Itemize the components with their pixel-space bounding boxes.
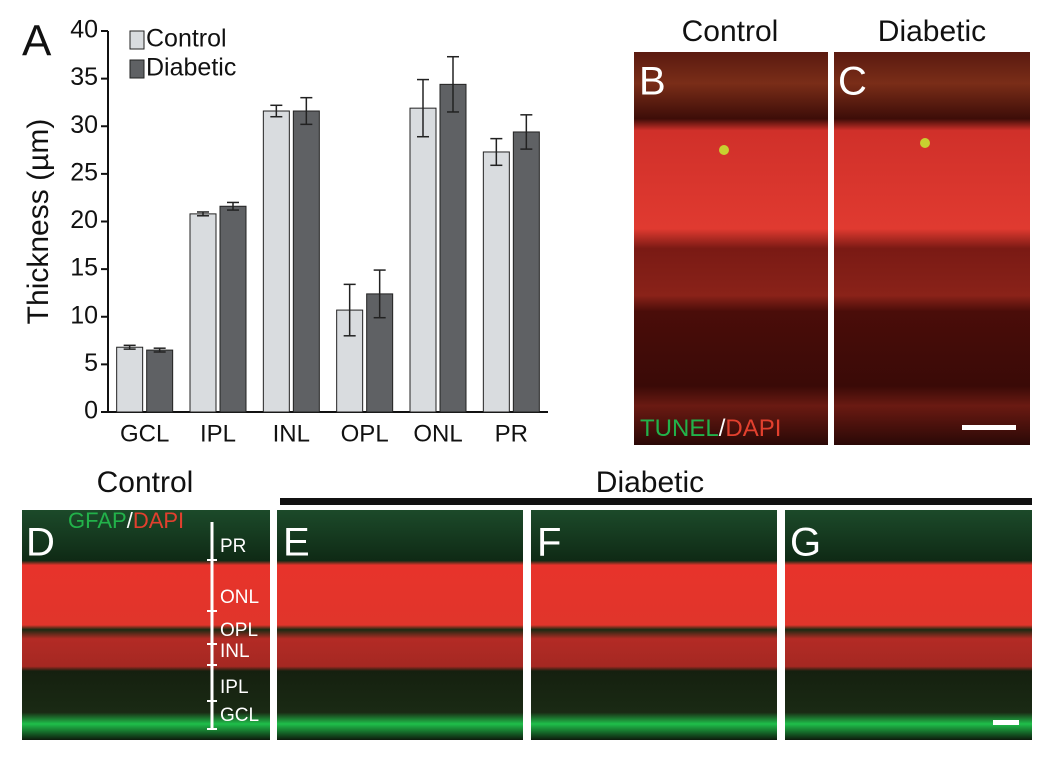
panel-label: F — [537, 521, 561, 565]
panel-header: Control — [97, 466, 194, 499]
scale-bar — [962, 425, 1016, 430]
error-bar — [227, 201, 239, 211]
bar — [409, 107, 437, 413]
stain-label: TUNEL/DAPI — [640, 415, 781, 442]
bar — [262, 110, 290, 413]
micrograph — [22, 510, 270, 740]
layer-label: IPL — [220, 677, 249, 698]
micrograph — [531, 510, 777, 740]
panel-header: Diabetic — [878, 15, 986, 48]
y-tick-label: 25 — [70, 158, 98, 186]
panel-label: C — [838, 60, 867, 104]
sep: / — [719, 415, 726, 442]
panel-label: E — [283, 521, 310, 565]
y-tick-label: 40 — [70, 16, 98, 44]
x-tick-label: OPL — [341, 420, 389, 447]
error-bar — [153, 347, 166, 353]
layer-label: ONL — [220, 587, 259, 608]
panel-label: D — [26, 521, 55, 565]
y-tick-label: 10 — [70, 301, 98, 329]
stain-label: GFAP/DAPI — [68, 508, 184, 533]
top-panels: Control Diabetic B C TUNEL/DAPI — [634, 15, 1030, 445]
bar — [482, 151, 510, 413]
micrograph — [834, 52, 1030, 445]
y-axis-label: Thickness (µm) — [22, 119, 55, 325]
panel-label: G — [790, 521, 821, 565]
stain: DAPI — [725, 415, 781, 442]
error-bar — [300, 96, 313, 126]
stain: GFAP — [68, 508, 127, 533]
y-tick-label: 20 — [70, 206, 98, 234]
y-tick-label: 5 — [84, 349, 98, 377]
layer-label: PR — [220, 536, 246, 557]
sep: / — [127, 508, 134, 533]
bar — [512, 131, 540, 413]
bar — [219, 205, 247, 413]
stain: TUNEL — [640, 415, 719, 442]
panel-label: B — [639, 60, 666, 104]
legend-swatch — [129, 59, 145, 79]
micrograph — [634, 52, 828, 445]
x-tick-label: ONL — [413, 420, 462, 447]
x-tick-label: GCL — [120, 420, 169, 447]
micrograph — [785, 510, 1032, 740]
legend-label: Diabetic — [146, 54, 236, 82]
y-tick-label: 15 — [70, 254, 98, 282]
x-tick-label: IPL — [200, 420, 236, 447]
y-tick-label: 30 — [70, 111, 98, 139]
panel-label: A — [22, 17, 52, 66]
error-bar — [343, 283, 356, 337]
x-tick-label: INL — [273, 420, 310, 447]
legend-swatch — [129, 30, 145, 50]
scale-bar — [993, 720, 1019, 725]
error-bar — [197, 211, 209, 217]
legend-label: Control — [146, 25, 227, 53]
bottom-panels: Control Diabetic D E F G GFAP/DAPI PR ONL… — [22, 466, 1032, 740]
bar — [116, 346, 144, 413]
group-bar — [280, 498, 1032, 505]
layer-label: INL — [220, 641, 250, 662]
tunel-dot — [719, 145, 729, 155]
chart: A Thickness (µm) 0 5 10 15 20 25 30 35 40 GCL IPL INL… — [22, 16, 548, 447]
error-bar — [520, 114, 533, 150]
x-tick-label: PR — [495, 420, 528, 447]
error-bar — [270, 104, 283, 118]
y-tick-label: 0 — [84, 397, 98, 425]
error-bar — [373, 269, 386, 319]
tunel-dot — [920, 138, 930, 148]
bar — [146, 349, 174, 413]
bar — [189, 213, 217, 413]
bar — [439, 83, 467, 413]
y-tick-label: 35 — [70, 63, 98, 91]
layer-label: GCL — [220, 705, 259, 726]
error-bar — [417, 78, 429, 138]
bar — [292, 110, 320, 413]
error-bar — [447, 55, 459, 113]
panel-header: Control — [682, 15, 779, 48]
error-bar — [490, 137, 503, 167]
layer-label: OPL — [220, 620, 258, 641]
panel-header: Diabetic — [596, 466, 704, 499]
error-bar — [123, 344, 136, 350]
stain: DAPI — [133, 508, 184, 533]
micrograph — [277, 510, 523, 740]
